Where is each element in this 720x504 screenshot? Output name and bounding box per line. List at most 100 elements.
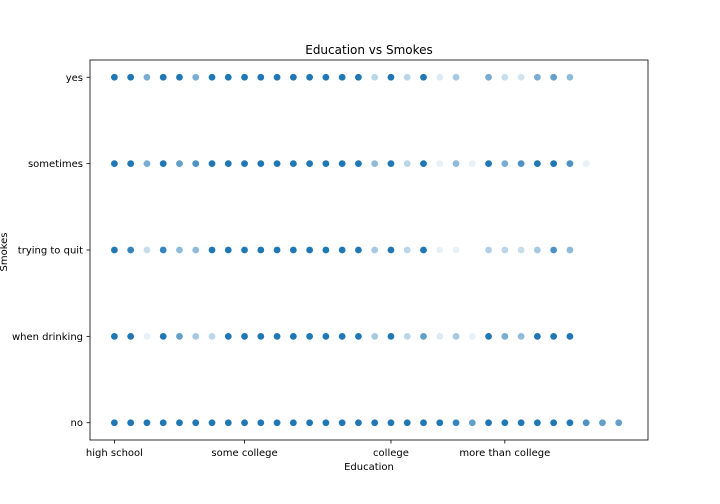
scatter-point: [420, 419, 427, 427]
scatter-point: [403, 419, 411, 427]
scatter-point: [403, 160, 411, 168]
scatter-point: [436, 246, 444, 254]
scatter-point: [338, 73, 346, 81]
scatter-point: [176, 73, 183, 81]
points-layer: [111, 73, 623, 427]
scatter-point: [322, 160, 330, 168]
scatter-point: [143, 160, 151, 168]
scatter-point: [371, 332, 379, 340]
scatter-point: [192, 246, 200, 254]
scatter-point: [241, 246, 248, 254]
scatter-point: [517, 73, 525, 81]
scatter-point: [485, 73, 492, 81]
scatter-point: [289, 332, 297, 340]
scatter-point: [159, 160, 167, 168]
scatter-point: [582, 160, 590, 168]
scatter-point: [289, 160, 297, 168]
scatter-point: [322, 419, 330, 427]
scatter-point: [224, 332, 232, 340]
y-tick-label: no: [71, 418, 83, 429]
scatter-point: [338, 419, 346, 427]
scatter-point: [273, 332, 281, 340]
scatter-point: [176, 246, 183, 254]
scatter-point: [306, 419, 314, 427]
scatter-point: [273, 246, 281, 254]
scatter-point: [371, 160, 379, 168]
scatter-point: [143, 246, 151, 254]
scatter-point: [143, 419, 151, 427]
scatter-point: [452, 419, 460, 427]
scatter-point: [192, 160, 200, 168]
scatter-point: [387, 332, 395, 340]
scatter-point: [257, 73, 265, 81]
scatter-point: [224, 160, 232, 168]
ticks-layer: high school some college college more than …: [12, 73, 550, 459]
scatter-point: [306, 160, 314, 168]
scatter-point: [322, 332, 330, 340]
scatter-point: [566, 246, 574, 254]
scatter-point: [192, 419, 200, 427]
scatter-point: [257, 160, 265, 168]
scatter-point: [533, 73, 541, 81]
scatter-point: [566, 419, 574, 427]
y-tick-label: sometimes: [28, 159, 83, 170]
scatter-point: [127, 419, 135, 427]
scatter-point: [257, 419, 265, 427]
scatter-point: [517, 160, 525, 168]
scatter-point: [420, 332, 427, 340]
scatter-point: [501, 246, 509, 254]
scatter-point: [289, 419, 297, 427]
scatter-point: [306, 246, 314, 254]
scatter-point: [387, 73, 395, 81]
scatter-point: [387, 419, 395, 427]
scatter-point: [355, 419, 362, 427]
scatter-point: [322, 246, 330, 254]
scatter-point: [599, 419, 606, 427]
scatter-point: [501, 160, 509, 168]
scatter-point: [550, 246, 558, 254]
scatter-point: [452, 246, 460, 254]
scatter-point: [355, 332, 362, 340]
scatter-point: [159, 332, 167, 340]
y-tick-label: yes: [66, 73, 83, 84]
scatter-point: [387, 160, 395, 168]
scatter-point: [517, 332, 525, 340]
x-tick-label: some college: [211, 448, 277, 459]
scatter-point: [127, 332, 135, 340]
scatter-point: [468, 419, 476, 427]
scatter-point: [306, 332, 314, 340]
scatter-point: [468, 332, 476, 340]
scatter-point: [208, 332, 216, 340]
scatter-point: [159, 73, 167, 81]
scatter-point: [468, 160, 476, 168]
scatter-point: [289, 246, 297, 254]
scatter-point: [111, 332, 118, 340]
scatter-point: [224, 419, 232, 427]
scatter-point: [436, 160, 444, 168]
scatter-point: [550, 160, 558, 168]
scatter-point: [322, 73, 330, 81]
scatter-point: [273, 73, 281, 81]
scatter-point: [338, 332, 346, 340]
scatter-point: [501, 332, 509, 340]
x-tick-label: high school: [86, 448, 143, 459]
scatter-point: [257, 246, 265, 254]
scatter-point: [566, 73, 574, 81]
y-tick-label: trying to quit: [18, 246, 83, 257]
scatter-point: [241, 332, 248, 340]
scatter-point: [176, 419, 183, 427]
scatter-point: [355, 73, 362, 81]
y-axis-label: Smokes: [0, 232, 10, 271]
scatter-point: [533, 160, 541, 168]
scatter-point: [517, 419, 525, 427]
scatter-point: [420, 73, 427, 81]
scatter-point: [403, 246, 411, 254]
x-tick-label: more than college: [459, 448, 550, 459]
scatter-point: [208, 73, 216, 81]
scatter-point: [111, 246, 118, 254]
scatter-point: [159, 246, 167, 254]
scatter-point: [143, 332, 151, 340]
scatter-point: [371, 419, 379, 427]
chart-title: Education vs Smokes: [305, 43, 433, 57]
